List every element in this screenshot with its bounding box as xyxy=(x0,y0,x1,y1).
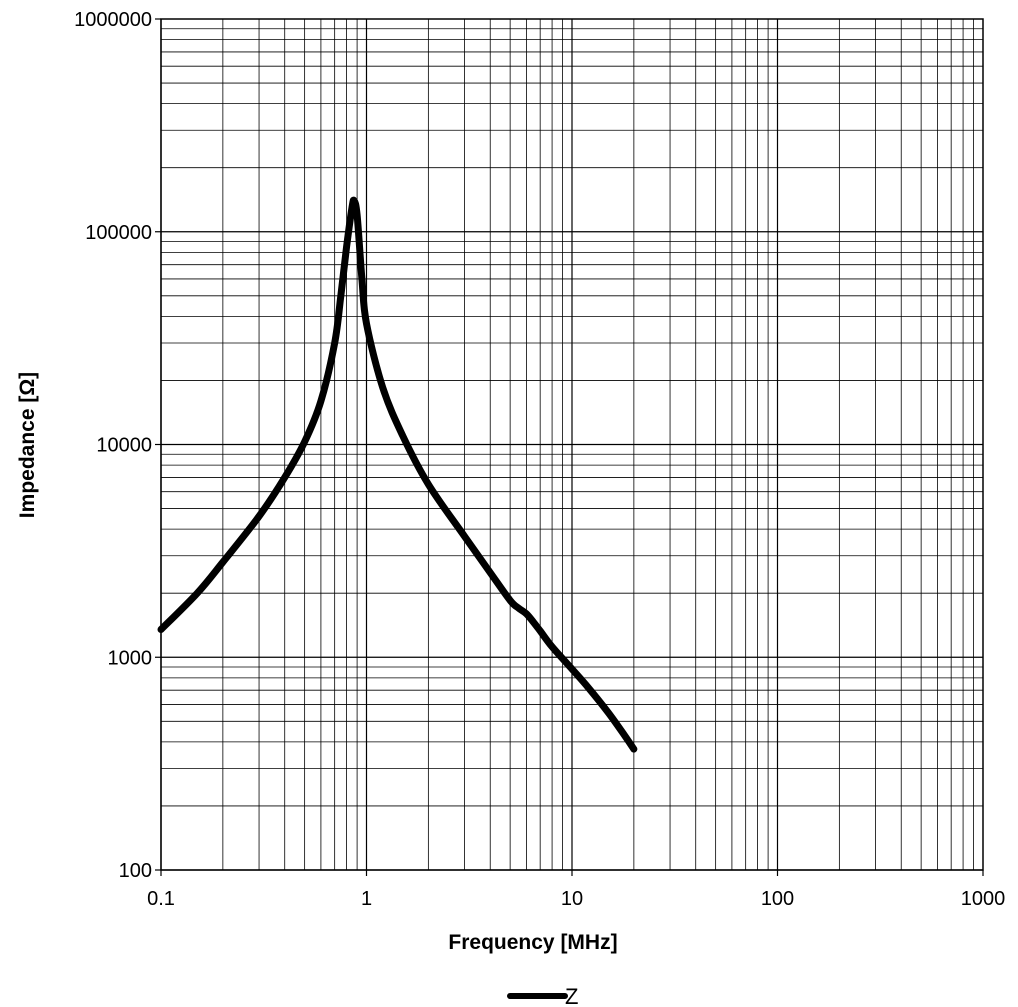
x-tick-label: 100 xyxy=(761,888,794,910)
y-tick-labels: 100 1000 10000 100000 1000000 xyxy=(74,9,161,882)
series-line-z xyxy=(157,196,638,753)
y-tick-label: 10000 xyxy=(96,435,152,457)
x-tick-label: 1000 xyxy=(961,888,1006,910)
y-tick-label: 1000 xyxy=(108,647,153,669)
x-tick-labels: 0.1 1 10 100 1000 xyxy=(147,870,1005,910)
x-tick-label: 10 xyxy=(561,888,583,910)
y-tick-label: 100 xyxy=(119,860,152,882)
x-axis-title: Frequency [MHz] xyxy=(448,931,617,954)
legend-label-z: Z xyxy=(565,984,578,1007)
y-tick-label: 100000 xyxy=(85,222,152,244)
grid-major xyxy=(160,19,983,871)
legend: Z xyxy=(507,984,578,1007)
y-tick-label: 1000000 xyxy=(74,9,152,31)
x-tick-label: 1 xyxy=(361,888,372,910)
series-layer xyxy=(157,196,638,753)
y-axis-title: Impedance [Ω] xyxy=(16,372,39,518)
x-tick-label: 0.1 xyxy=(147,888,175,910)
